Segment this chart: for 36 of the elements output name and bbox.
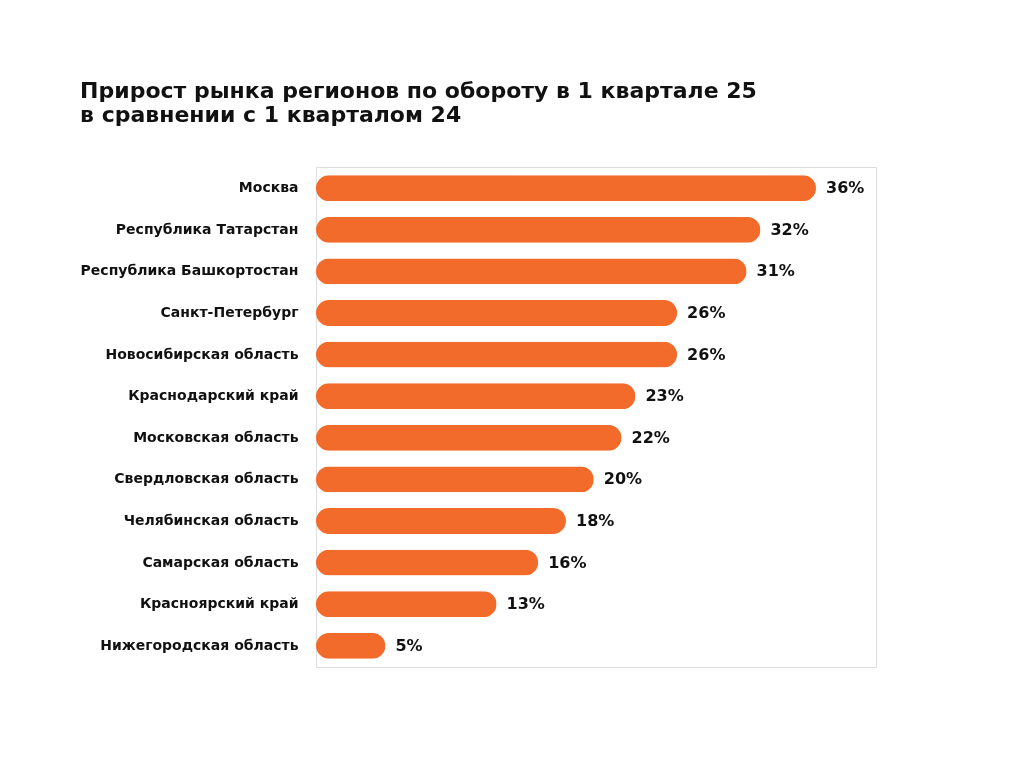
y-tick-label: Московская область xyxy=(133,428,299,445)
bar xyxy=(316,591,497,618)
chart-title: Прирост рынка регионов по обороту в 1 квартале 25 в сравнении с 1 кварталом 24 xyxy=(80,78,757,127)
bar xyxy=(316,300,678,326)
y-tick-label: Самарская область xyxy=(142,553,299,570)
data-label: 22% xyxy=(631,427,670,447)
bar xyxy=(316,175,816,202)
y-tick-label: Красноярский край xyxy=(139,595,299,612)
bar xyxy=(316,216,761,243)
y-tick-label: Свердловская область xyxy=(114,470,299,487)
data-label: 13% xyxy=(506,594,545,614)
y-tick-label: Республика Башкортостан xyxy=(80,262,299,279)
y-tick-label: Санкт-Петербург xyxy=(160,304,299,321)
bar xyxy=(316,383,636,410)
data-label: 26% xyxy=(687,344,726,364)
data-label: 5% xyxy=(395,635,423,655)
y-tick-label: Новосибирская область xyxy=(105,345,299,362)
data-label: 18% xyxy=(576,510,615,530)
y-tick-label: Челябинская область xyxy=(123,511,299,528)
data-label: 31% xyxy=(756,261,795,281)
y-tick-label: Москва xyxy=(238,179,299,196)
y-tick-label: Республика Татарстан xyxy=(115,220,299,237)
y-tick-label: Краснодарский край xyxy=(128,387,299,404)
bar xyxy=(316,424,622,451)
data-label: 26% xyxy=(687,303,726,323)
data-label: 32% xyxy=(770,219,809,239)
y-tick-label: Нижегородская область xyxy=(100,636,299,653)
data-label: 20% xyxy=(603,469,643,489)
bar xyxy=(316,466,594,493)
data-label: 23% xyxy=(645,386,684,406)
data-label: 36% xyxy=(826,178,865,198)
bar xyxy=(316,508,566,534)
bar xyxy=(316,341,678,368)
bar xyxy=(316,549,539,576)
bar xyxy=(316,258,747,285)
data-label: 16% xyxy=(548,552,587,572)
